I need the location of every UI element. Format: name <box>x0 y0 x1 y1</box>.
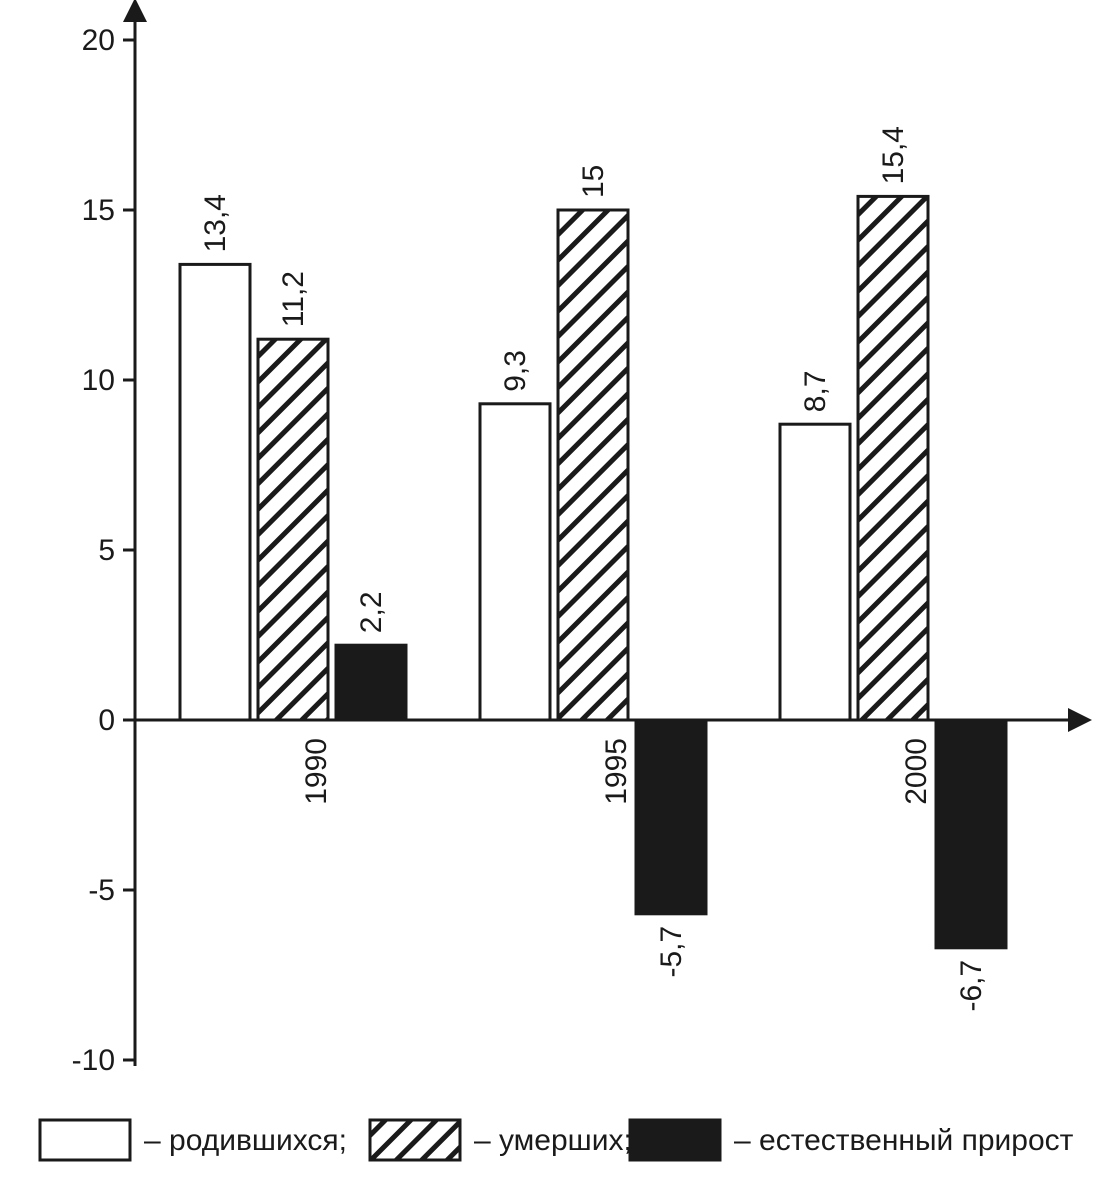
bar-died <box>258 339 328 720</box>
bar-born <box>180 264 250 720</box>
y-tick-label: -5 <box>88 874 115 907</box>
bar-born <box>780 424 850 720</box>
demographics-bar-chart: -10 -5 0 5 10 15 20 13,4 11,2 2,2 1990 9,3 15 -5,7 199… <box>0 0 1111 1187</box>
y-tick-label: 15 <box>82 194 115 227</box>
bar-value-label-born: 13,4 <box>199 194 232 252</box>
bar-died <box>558 210 628 720</box>
y-tick-label: 10 <box>82 364 115 397</box>
y-tick-label: 20 <box>82 24 115 57</box>
bar-value-label-growth: -5,7 <box>655 926 688 978</box>
y-tick-label: 5 <box>98 534 115 567</box>
bar-growth <box>936 720 1006 948</box>
legend-swatch-growth <box>630 1120 720 1160</box>
bar-value-label-growth: -6,7 <box>955 960 988 1012</box>
bar-value-label-died: 15,4 <box>877 126 910 184</box>
legend-label-growth: – естественный прирост <box>734 1124 1074 1157</box>
legend-swatch-born <box>40 1120 130 1160</box>
bar-growth <box>336 645 406 720</box>
bar-value-label-born: 8,7 <box>799 370 832 412</box>
y-tick-label: 0 <box>98 704 115 737</box>
category-label: 1990 <box>300 738 333 805</box>
y-tick-label: -10 <box>72 1044 115 1077</box>
bar-born <box>480 404 550 720</box>
legend-swatch-died <box>370 1120 460 1160</box>
bar-value-label-died: 15 <box>577 165 610 198</box>
bar-value-label-born: 9,3 <box>499 350 532 392</box>
legend-label-born: – родившихся; <box>144 1124 347 1157</box>
bar-died <box>858 196 928 720</box>
bar-value-label-growth: 2,2 <box>355 591 388 633</box>
bar-growth <box>636 720 706 914</box>
category-label: 2000 <box>900 738 933 805</box>
bar-value-label-died: 11,2 <box>277 271 310 327</box>
legend-label-died: – умерших; <box>474 1124 632 1157</box>
category-label: 1995 <box>600 738 633 805</box>
